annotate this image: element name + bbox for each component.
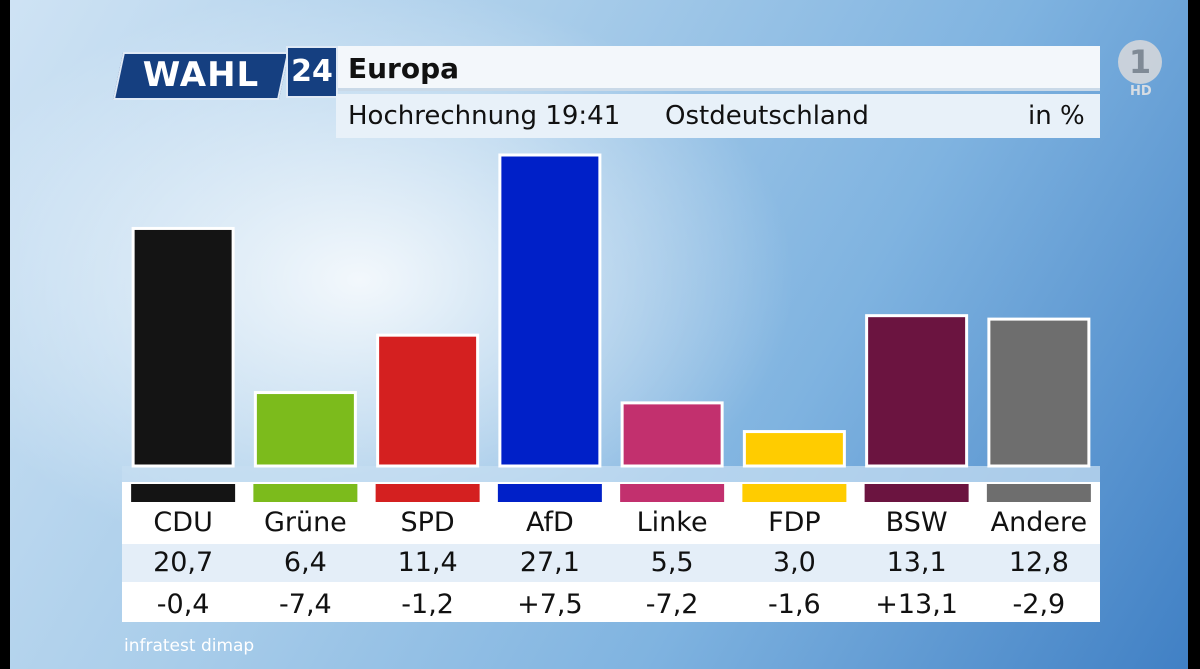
subtitle-region: Ostdeutschland <box>665 101 869 131</box>
color-strip-afd <box>497 484 602 502</box>
party-change-afd: +7,5 <box>517 589 583 620</box>
subtitle-time: Hochrechnung 19:41 <box>348 101 621 131</box>
party-label-fdp: FDP <box>768 507 821 538</box>
right-edge-bar <box>1188 0 1200 669</box>
wahl-logo-number: 24 <box>286 46 338 98</box>
party-label-bsw: BSW <box>885 507 948 538</box>
bar-fdp <box>742 430 846 468</box>
ard-logo-icon <box>1118 40 1162 84</box>
bar-spd <box>376 333 480 468</box>
color-strip-linke <box>620 484 725 502</box>
chart-title: Europa <box>348 52 460 85</box>
bar-andere <box>987 317 1091 468</box>
left-edge-bar <box>0 0 10 669</box>
party-value-bsw: 13,1 <box>886 547 947 578</box>
source-label: infratest dimap <box>124 636 255 656</box>
party-value-spd: 11,4 <box>397 547 458 578</box>
party-label-grüne: Grüne <box>263 507 347 538</box>
party-label-spd: SPD <box>400 507 455 538</box>
ard-logo-number: 1 <box>1128 43 1152 81</box>
bar-linke <box>620 401 724 468</box>
party-value-cdu: 20,7 <box>153 547 214 578</box>
wahl-logo-text: WAHL <box>142 55 260 95</box>
party-value-grüne: 6,4 <box>283 547 327 578</box>
party-change-linke: -7,2 <box>645 589 699 620</box>
party-label-row: CDU Grüne SPD AfD Linke FDP BSW Andere <box>122 504 1100 540</box>
color-strip-bsw <box>864 484 969 502</box>
party-change-grüne: -7,4 <box>279 589 332 620</box>
bar-grüne <box>253 391 357 468</box>
color-strip-grüne <box>253 484 358 502</box>
party-change-cdu: -0,4 <box>156 589 210 620</box>
party-value-linke: 5,5 <box>650 547 694 578</box>
chart-baseline-strip <box>122 466 1100 482</box>
party-change-spd: -1,2 <box>401 589 454 620</box>
party-label-andere: Andere <box>990 507 1088 538</box>
color-strip-andere <box>986 484 1091 502</box>
party-change-row: -0,4 -7,4 -1,2 +7,5 -7,2 -1,6 +13,1 -2,9 <box>122 586 1100 622</box>
subtitle-bar <box>336 94 1100 138</box>
party-value-fdp: 3,0 <box>772 547 816 578</box>
title-bar <box>338 46 1100 91</box>
party-change-fdp: -1,6 <box>768 589 821 620</box>
color-strip-cdu <box>131 484 236 502</box>
bar-afd <box>498 153 602 468</box>
color-strip-spd <box>375 484 480 502</box>
bar-bsw <box>865 314 969 468</box>
party-value-afd: 27,1 <box>519 547 580 578</box>
party-value-andere: 12,8 <box>1008 547 1069 578</box>
party-change-andere: -2,9 <box>1012 589 1066 620</box>
color-strip-fdp <box>742 484 847 502</box>
party-value-row: 20,7 6,4 11,4 27,1 5,5 3,0 13,1 12,8 <box>122 544 1100 582</box>
party-change-bsw: +13,1 <box>875 589 958 620</box>
party-label-linke: Linke <box>636 507 708 538</box>
hd-badge: HD <box>1130 84 1152 99</box>
party-label-afd: AfD <box>525 507 574 538</box>
subtitle-unit: in % <box>1028 101 1085 131</box>
party-label-cdu: CDU <box>153 507 213 538</box>
bar-cdu <box>131 226 235 468</box>
